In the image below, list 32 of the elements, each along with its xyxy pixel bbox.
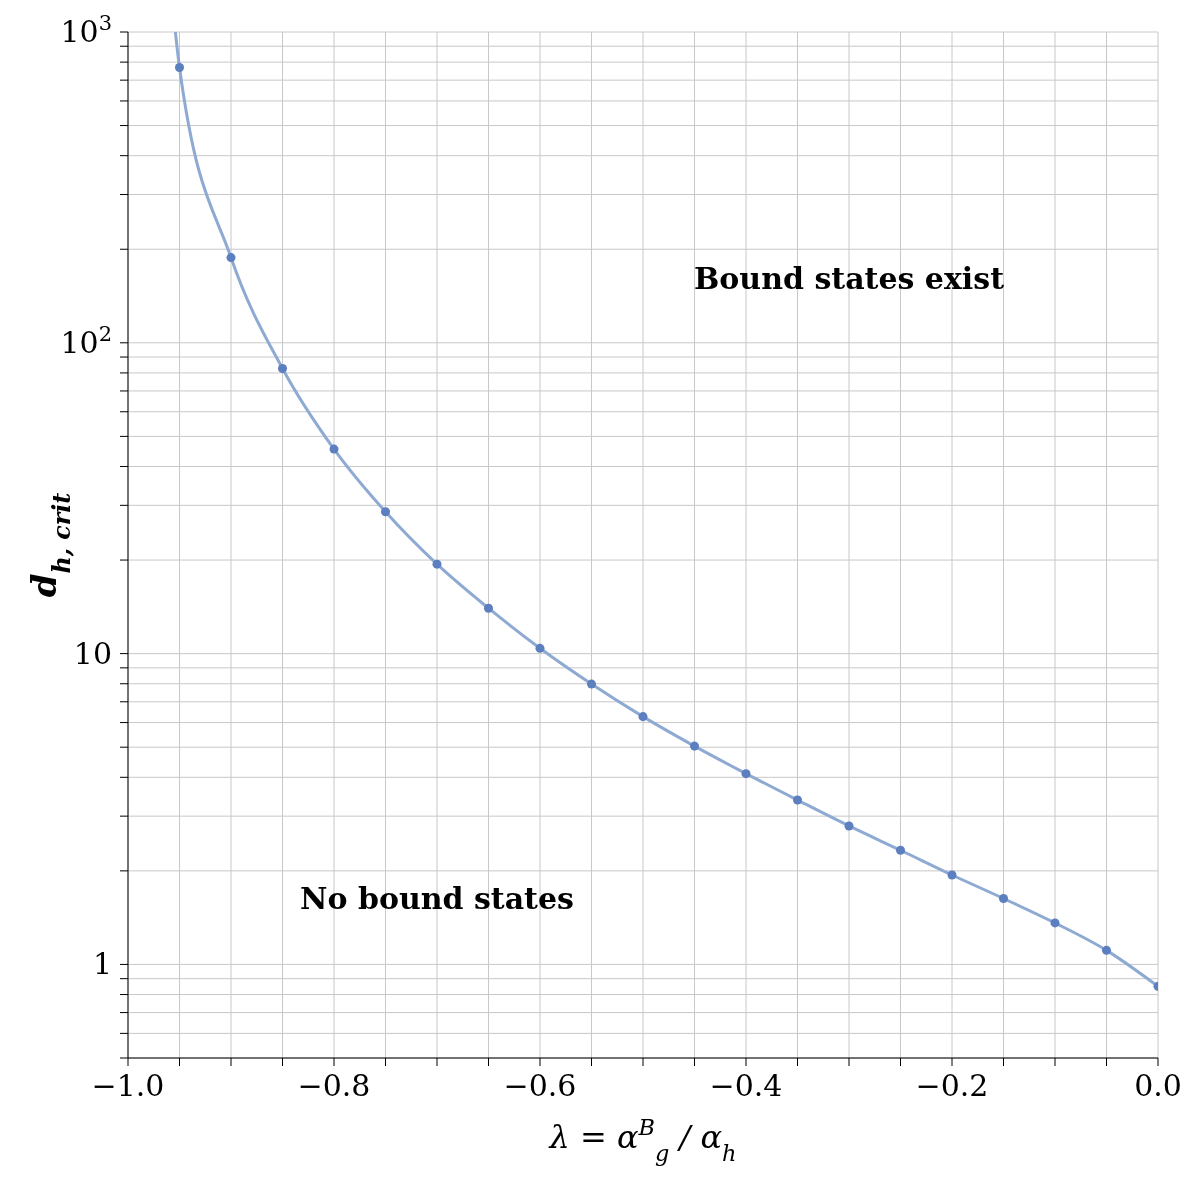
point xyxy=(792,795,803,805)
annotation: Bound states exist xyxy=(694,260,1005,296)
x-tick-label: −0.2 xyxy=(915,1068,989,1103)
x-tick-label: −0.6 xyxy=(503,1068,577,1103)
point xyxy=(1101,945,1112,955)
x-tick-label: −0.8 xyxy=(297,1068,371,1103)
point xyxy=(174,62,185,72)
point xyxy=(380,507,391,517)
point xyxy=(226,253,236,263)
y-tick-label: 10$^{2}$ xyxy=(60,321,112,360)
point xyxy=(329,444,339,454)
x-tick-label: 0.0 xyxy=(1134,1068,1182,1103)
point xyxy=(895,845,906,855)
y-tick-label: 10$^{3}$ xyxy=(60,11,112,49)
y-tick-label: 1 xyxy=(92,946,112,982)
point xyxy=(535,643,545,653)
point xyxy=(1050,918,1060,928)
point xyxy=(689,741,700,751)
point xyxy=(998,893,1009,903)
x-tick-label: −0.4 xyxy=(709,1068,783,1103)
point xyxy=(586,679,597,689)
point xyxy=(432,559,442,569)
annotation: No bound states xyxy=(300,881,574,917)
x-tick-label: −1.0 xyxy=(91,1068,165,1103)
point xyxy=(483,603,494,613)
point xyxy=(947,870,957,880)
point xyxy=(638,712,648,722)
point xyxy=(277,363,288,373)
point xyxy=(741,769,751,779)
y-tick-label: 10 xyxy=(73,635,112,671)
point xyxy=(844,821,854,831)
x-axis-title: λ = α$^{B}$$_{g}$ / α$_{h}$ xyxy=(547,1114,737,1166)
